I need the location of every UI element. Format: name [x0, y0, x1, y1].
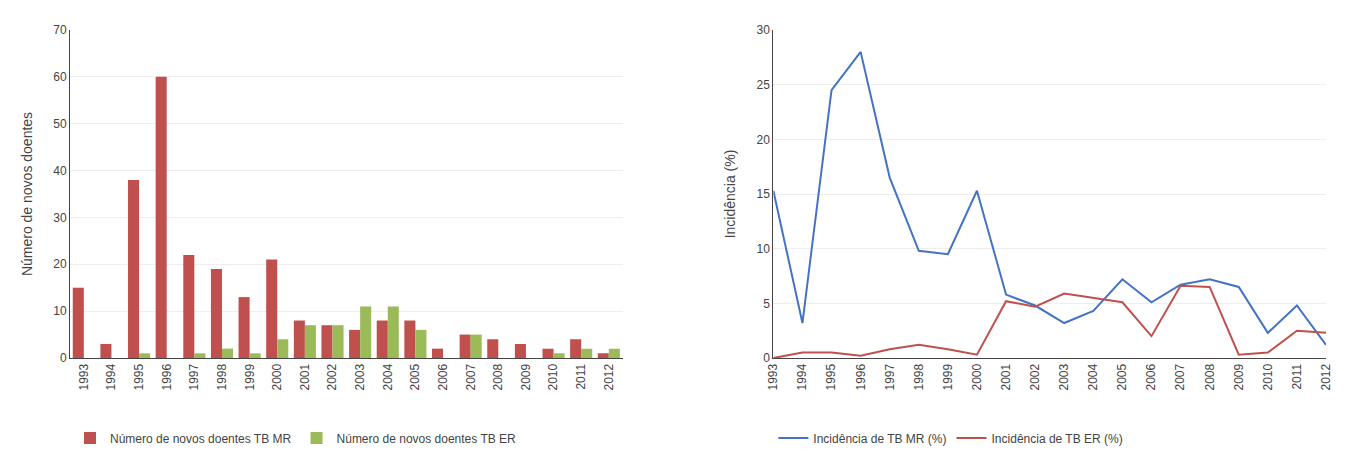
svg-text:2001: 2001 [999, 363, 1013, 390]
svg-text:2006: 2006 [1144, 363, 1158, 390]
svg-text:2007: 2007 [1173, 363, 1187, 390]
svg-text:2000: 2000 [270, 363, 284, 390]
svg-text:40: 40 [53, 164, 67, 178]
svg-text:Incidência de TB ER (%): Incidência de TB ER (%) [992, 432, 1123, 446]
svg-text:1999: 1999 [243, 363, 257, 390]
svg-text:1998: 1998 [912, 363, 926, 390]
svg-text:2003: 2003 [353, 363, 367, 390]
svg-text:1998: 1998 [215, 363, 229, 390]
svg-text:0: 0 [60, 351, 67, 365]
svg-text:2007: 2007 [464, 363, 478, 390]
svg-text:1994: 1994 [795, 363, 809, 390]
svg-text:2004: 2004 [381, 363, 395, 390]
svg-text:1996: 1996 [854, 363, 868, 390]
svg-text:30: 30 [757, 23, 771, 37]
svg-text:15: 15 [757, 187, 771, 201]
svg-text:Incidência (%): Incidência (%) [722, 150, 738, 239]
svg-text:2003: 2003 [1057, 363, 1071, 390]
svg-text:1995: 1995 [132, 363, 146, 390]
svg-text:2012: 2012 [1319, 363, 1333, 390]
svg-text:2002: 2002 [325, 363, 339, 390]
svg-text:2010: 2010 [1261, 363, 1275, 390]
svg-text:20: 20 [757, 133, 771, 147]
svg-text:1997: 1997 [883, 363, 897, 390]
svg-text:1996: 1996 [160, 363, 174, 390]
svg-text:5: 5 [763, 297, 770, 311]
svg-text:2005: 2005 [1115, 363, 1129, 390]
svg-text:2012: 2012 [602, 363, 616, 390]
svg-text:20: 20 [53, 257, 67, 271]
svg-text:1994: 1994 [104, 363, 118, 390]
svg-text:30: 30 [53, 211, 67, 225]
svg-text:1997: 1997 [187, 363, 201, 390]
svg-text:Número de novos doentes TB MR: Número de novos doentes TB MR [110, 432, 292, 446]
svg-text:2001: 2001 [298, 363, 312, 390]
svg-text:60: 60 [53, 70, 67, 84]
svg-text:25: 25 [757, 78, 771, 92]
svg-text:50: 50 [53, 117, 67, 131]
svg-text:2008: 2008 [1203, 363, 1217, 390]
svg-text:70: 70 [53, 23, 67, 37]
svg-text:Número de novos doentes TB ER: Número de novos doentes TB ER [337, 432, 517, 446]
svg-text:2004: 2004 [1086, 363, 1100, 390]
svg-text:2011: 2011 [574, 363, 588, 389]
svg-text:2002: 2002 [1028, 363, 1042, 390]
svg-text:2010: 2010 [546, 363, 560, 390]
svg-text:2009: 2009 [1232, 363, 1246, 390]
svg-text:1995: 1995 [824, 363, 838, 390]
svg-text:10: 10 [757, 242, 771, 256]
svg-text:2011: 2011 [1290, 363, 1304, 389]
svg-text:0: 0 [763, 351, 770, 365]
svg-text:2008: 2008 [491, 363, 505, 390]
svg-text:1993: 1993 [766, 363, 780, 390]
svg-text:Número de novos doentes: Número de novos doentes [19, 112, 35, 276]
svg-text:2009: 2009 [519, 363, 533, 390]
svg-text:2000: 2000 [970, 363, 984, 390]
svg-text:2006: 2006 [436, 363, 450, 390]
svg-text:10: 10 [53, 304, 67, 318]
svg-text:Incidência de TB MR (%): Incidência de TB MR (%) [813, 432, 946, 446]
svg-text:1993: 1993 [77, 363, 91, 390]
svg-text:2005: 2005 [408, 363, 422, 390]
svg-text:1999: 1999 [941, 363, 955, 390]
